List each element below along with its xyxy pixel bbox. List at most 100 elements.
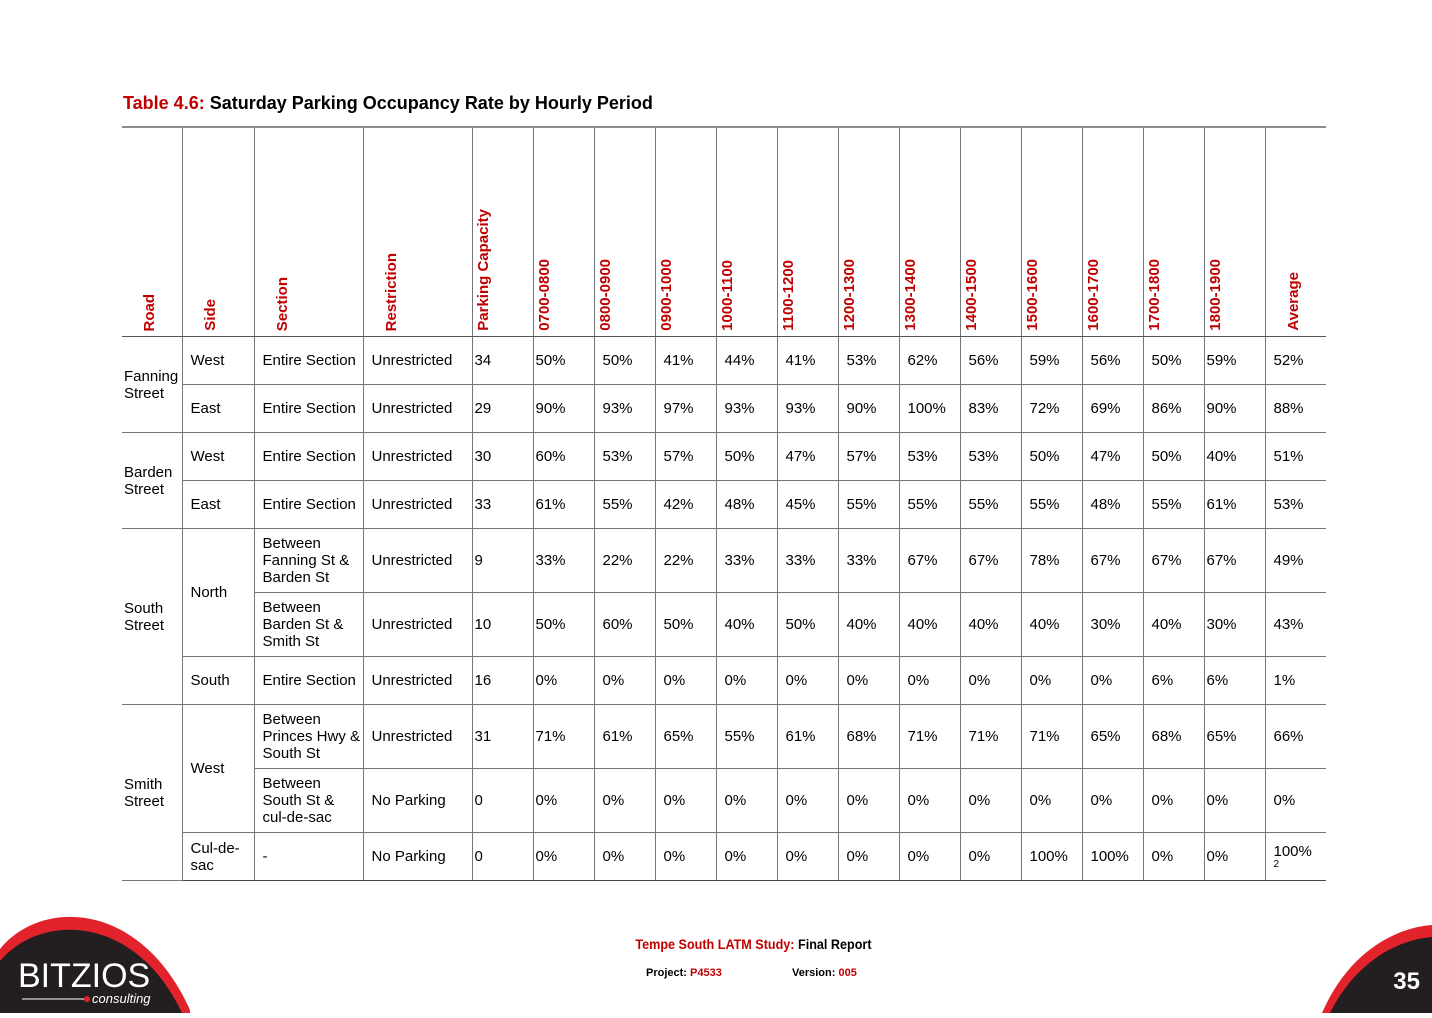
column-header-label: Section xyxy=(273,276,291,331)
column-header: 0700-0800 xyxy=(532,126,594,337)
average-cell: 0% xyxy=(1264,768,1326,833)
occupancy-cell: 0% xyxy=(776,768,838,833)
logo-wordmark: BITZIOS xyxy=(18,957,150,995)
column-header: Average xyxy=(1264,126,1326,337)
occupancy-cell: 0% xyxy=(654,832,716,881)
occupancy-cell: 0% xyxy=(1020,768,1082,833)
occupancy-cell: 100% xyxy=(1081,832,1143,881)
occupancy-cell: 62% xyxy=(898,336,960,385)
restriction-cell: Unrestricted xyxy=(362,480,472,529)
table-row: Between Barden St & Smith St Unrestricted… xyxy=(122,592,1326,657)
occupancy-cell: 65% xyxy=(1081,704,1143,769)
logo-tagline: consulting xyxy=(92,991,151,1006)
occupancy-cell: 71% xyxy=(898,704,960,769)
occupancy-cell: 0% xyxy=(593,656,655,705)
occupancy-cell: 72% xyxy=(1020,384,1082,433)
occupancy-cell: 41% xyxy=(654,336,716,385)
project-value: P4533 xyxy=(690,967,722,979)
section-cell: Between Princes Hwy & South St xyxy=(253,704,363,769)
project-label: Project: xyxy=(646,967,687,979)
occupancy-cell: 50% xyxy=(715,432,777,481)
table-row: Between South St & cul-de-sac No Parking 0… xyxy=(122,768,1326,833)
average-cell: 66% xyxy=(1264,704,1326,769)
occupancy-cell: 60% xyxy=(593,592,655,657)
column-header: Section xyxy=(253,126,363,337)
side-cell: East xyxy=(181,384,254,433)
section-cell: Between Barden St & Smith St xyxy=(253,592,363,657)
capacity-cell: 29 xyxy=(471,384,533,433)
occupancy-cell: 22% xyxy=(654,528,716,593)
occupancy-cell: 0% xyxy=(532,768,594,833)
occupancy-cell: 56% xyxy=(959,336,1021,385)
capacity-cell: 9 xyxy=(471,528,533,593)
occupancy-cell: 90% xyxy=(837,384,899,433)
occupancy-cell: 48% xyxy=(1081,480,1143,529)
column-header: 0900-1000 xyxy=(654,126,716,337)
average-cell: 88% xyxy=(1264,384,1326,433)
side-cell: South xyxy=(181,656,254,705)
capacity-cell: 33 xyxy=(471,480,533,529)
occupancy-cell: 41% xyxy=(776,336,838,385)
average-value: 1% xyxy=(1273,672,1296,689)
occupancy-cell: 0% xyxy=(1020,656,1082,705)
occupancy-cell: 100% xyxy=(898,384,960,433)
occupancy-cell: 45% xyxy=(776,480,838,529)
road-cell: Fanning Street xyxy=(122,336,182,433)
occupancy-cell: 33% xyxy=(837,528,899,593)
table-row: Fanning Street West Entire Section Unrestri… xyxy=(122,336,1326,433)
column-header-label: Parking Capacity xyxy=(474,209,492,331)
section-cell: Entire Section xyxy=(253,480,363,529)
average-value: 49% xyxy=(1273,552,1304,569)
restriction-cell: Unrestricted xyxy=(362,432,472,481)
table-body: Fanning Street West Entire Section Unrestri… xyxy=(122,336,1326,881)
column-header-label: Side xyxy=(201,299,219,331)
occupancy-cell: 50% xyxy=(593,336,655,385)
occupancy-cell: 53% xyxy=(898,432,960,481)
occupancy-cell: 0% xyxy=(1203,768,1265,833)
section-cell: - xyxy=(253,832,363,881)
occupancy-cell: 71% xyxy=(532,704,594,769)
column-header: 1300-1400 xyxy=(898,126,960,337)
road-cell: Barden Street xyxy=(122,432,182,529)
occupancy-cell: 67% xyxy=(1081,528,1143,593)
occupancy-cell: 68% xyxy=(1142,704,1204,769)
occupancy-cell: 55% xyxy=(1020,480,1082,529)
column-header-label: 0900-1000 xyxy=(657,259,675,331)
bitzios-logo: BITZIOS consulting xyxy=(0,905,190,1013)
column-header-label: Average xyxy=(1284,272,1302,331)
occupancy-cell: 50% xyxy=(654,592,716,657)
occupancy-cell: 55% xyxy=(959,480,1021,529)
footer-report: Final Report xyxy=(798,936,872,952)
occupancy-cell: 40% xyxy=(837,592,899,657)
side-cell: West xyxy=(181,336,254,385)
restriction-cell: Unrestricted xyxy=(362,528,472,593)
average-cell: 1% xyxy=(1264,656,1326,705)
occupancy-cell: 68% xyxy=(837,704,899,769)
occupancy-cell: 59% xyxy=(1203,336,1265,385)
capacity-cell: 34 xyxy=(471,336,533,385)
header-row: Road Side Section Restriction Parking Capaci… xyxy=(122,126,1326,337)
column-header-label: 1400-1500 xyxy=(962,259,980,331)
restriction-cell: No Parking xyxy=(362,768,472,833)
restriction-cell: Unrestricted xyxy=(362,656,472,705)
column-header-label: 1300-1400 xyxy=(901,259,919,331)
column-header: Side xyxy=(181,126,254,337)
column-header-label: 1200-1300 xyxy=(840,259,858,331)
occupancy-cell: 0% xyxy=(654,768,716,833)
column-header-label: 0700-0800 xyxy=(535,259,553,331)
footer-title: Tempe South LATM Study: Final Report xyxy=(75,936,1431,952)
average-cell: 53% xyxy=(1264,480,1326,529)
occupancy-cell: 47% xyxy=(1081,432,1143,481)
occupancy-cell: 0% xyxy=(776,832,838,881)
column-header: 1500-1600 xyxy=(1020,126,1082,337)
occupancy-cell: 67% xyxy=(1203,528,1265,593)
section-cell: Entire Section xyxy=(253,656,363,705)
occupancy-cell: 0% xyxy=(898,656,960,705)
occupancy-cell: 55% xyxy=(1142,480,1204,529)
occupancy-cell: 22% xyxy=(593,528,655,593)
occupancy-cell: 0% xyxy=(776,656,838,705)
column-header: 1100-1200 xyxy=(776,126,838,337)
occupancy-cell: 0% xyxy=(715,656,777,705)
table-row: Smith Street West Between Princes Hwy & So… xyxy=(122,704,1326,881)
table-number: Table 4.6: xyxy=(123,93,205,113)
